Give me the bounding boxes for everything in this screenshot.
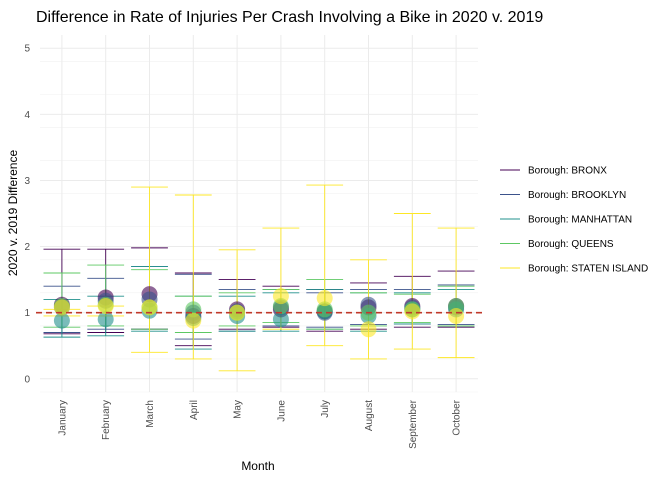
chart-marks (36, 184, 482, 372)
x-tick-label: April (189, 400, 200, 420)
x-tick-label: May (233, 400, 244, 419)
data-point (448, 307, 465, 324)
error-bar (437, 227, 475, 359)
data-point (360, 321, 377, 338)
legend-label: Borough: BRONX (528, 166, 607, 177)
y-tick-label: 2 (24, 242, 30, 253)
data-point (141, 299, 158, 316)
x-tick-label: October (452, 399, 463, 435)
legend-item: Borough: QUEENS (500, 239, 614, 250)
y-tick-label: 4 (24, 110, 30, 121)
legend-label: Borough: MANHATTAN (528, 215, 632, 226)
x-tick-label: July (320, 400, 331, 418)
chart-title: Difference in Rate of Injuries Per Crash… (36, 9, 543, 26)
y-tick-label: 3 (24, 176, 30, 187)
data-point (185, 312, 202, 329)
data-point (97, 311, 114, 328)
y-tick-label: 1 (24, 308, 30, 319)
x-tick-label: August (364, 400, 375, 431)
legend-item: Borough: MANHATTAN (500, 215, 632, 226)
legend: Borough: BRONX Borough: BROOKLYN Borough: … (500, 166, 648, 275)
x-axis-title: Month (241, 459, 274, 473)
data-point (53, 312, 70, 329)
legend-item: Borough: BRONX (500, 166, 607, 177)
data-point (272, 288, 289, 305)
legend-label: Borough: QUEENS (528, 239, 614, 250)
data-point (316, 290, 333, 307)
error-bar (306, 184, 344, 347)
data-point (272, 311, 289, 328)
x-tick-label: January (57, 400, 68, 436)
x-tick-label: September (408, 399, 419, 449)
legend-item: Borough: BROOKLYN (500, 190, 626, 201)
legend-label: Borough: STATEN ISLAND (528, 264, 648, 275)
data-point (53, 299, 70, 316)
y-axis-title: 2020 v. 2019 Difference (6, 150, 20, 277)
y-tick-label: 5 (24, 44, 30, 55)
error-bar (174, 194, 212, 360)
error-bar (393, 213, 431, 350)
legend-item: Borough: STATEN ISLAND (500, 264, 648, 275)
legend-label: Borough: BROOKLYN (528, 190, 626, 201)
data-point (404, 303, 421, 320)
y-tick-label: 0 (24, 374, 30, 385)
x-tick-label: June (276, 400, 287, 422)
plot-panel: 0 1 2 3 4 5 January February March April May June Ju… (24, 35, 478, 449)
error-bar (131, 186, 168, 353)
x-tick-label: February (101, 400, 112, 440)
x-tick-label: March (145, 400, 156, 428)
data-point (97, 298, 114, 315)
